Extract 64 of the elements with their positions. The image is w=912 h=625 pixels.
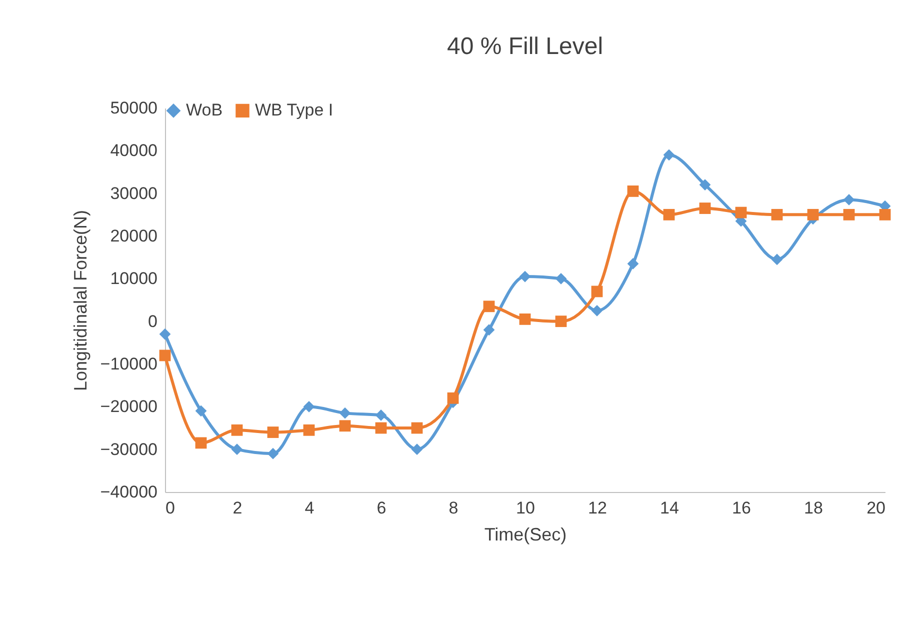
point — [195, 437, 207, 449]
point — [447, 392, 459, 404]
point — [483, 324, 495, 336]
point — [159, 328, 171, 340]
x-tick-label: 6 — [376, 498, 386, 518]
y-tick-label: 10000 — [110, 269, 158, 288]
point — [843, 194, 855, 206]
chart-title: 40 % Fill Level — [446, 33, 604, 60]
point — [519, 270, 531, 282]
x-axis-title: Time(Sec) — [484, 524, 567, 544]
point — [411, 422, 423, 434]
y-tick-label: −40000 — [100, 482, 158, 502]
point — [591, 304, 603, 316]
point — [231, 444, 243, 456]
point — [231, 424, 243, 436]
point — [771, 208, 783, 220]
x-tick-label: 14 — [660, 498, 679, 518]
y-tick-label: 50000 — [110, 98, 158, 118]
point — [195, 405, 207, 417]
y-tick-label: −30000 — [100, 440, 158, 459]
y-tick-label: 0 — [148, 312, 158, 331]
x-tick-label: 2 — [232, 498, 242, 518]
point — [267, 426, 279, 438]
x-tick-label: 20 — [866, 498, 886, 518]
point — [771, 254, 783, 266]
x-tick-label: 0 — [166, 498, 175, 518]
y-tick-label: −20000 — [100, 397, 158, 416]
point — [627, 258, 639, 270]
y-tick-label: 30000 — [110, 184, 158, 203]
point — [735, 206, 747, 218]
x-tick-label: 18 — [804, 498, 823, 518]
point — [699, 179, 711, 190]
y-tick-label: 20000 — [110, 226, 158, 246]
point — [339, 420, 351, 432]
point — [375, 422, 387, 434]
point — [627, 186, 639, 197]
point — [879, 208, 891, 220]
point — [591, 286, 603, 298]
x-tick-label: 12 — [588, 498, 607, 518]
x-tick-label: 16 — [732, 498, 751, 518]
point — [807, 208, 819, 220]
legend-label: WoB — [186, 100, 223, 120]
point — [303, 400, 315, 412]
y-tick-label: 40000 — [110, 141, 158, 160]
point — [699, 202, 711, 214]
point — [555, 272, 567, 284]
point — [267, 448, 279, 460]
point — [339, 407, 351, 419]
point — [375, 410, 387, 421]
y-tick-label: −10000 — [100, 354, 158, 374]
point — [663, 208, 675, 220]
x-tick-label: 8 — [448, 498, 458, 518]
x-tick-label: 4 — [304, 498, 314, 518]
x-tick-label: 10 — [516, 498, 535, 518]
point — [483, 300, 495, 312]
point — [519, 314, 531, 325]
point — [159, 350, 171, 362]
point — [555, 316, 567, 328]
point — [303, 424, 315, 436]
point — [663, 149, 675, 161]
legend-label: WB Type I — [255, 100, 334, 120]
point — [411, 444, 423, 456]
y-axis-title: Longitidinalal Force(N) — [70, 210, 90, 392]
point — [843, 208, 855, 220]
